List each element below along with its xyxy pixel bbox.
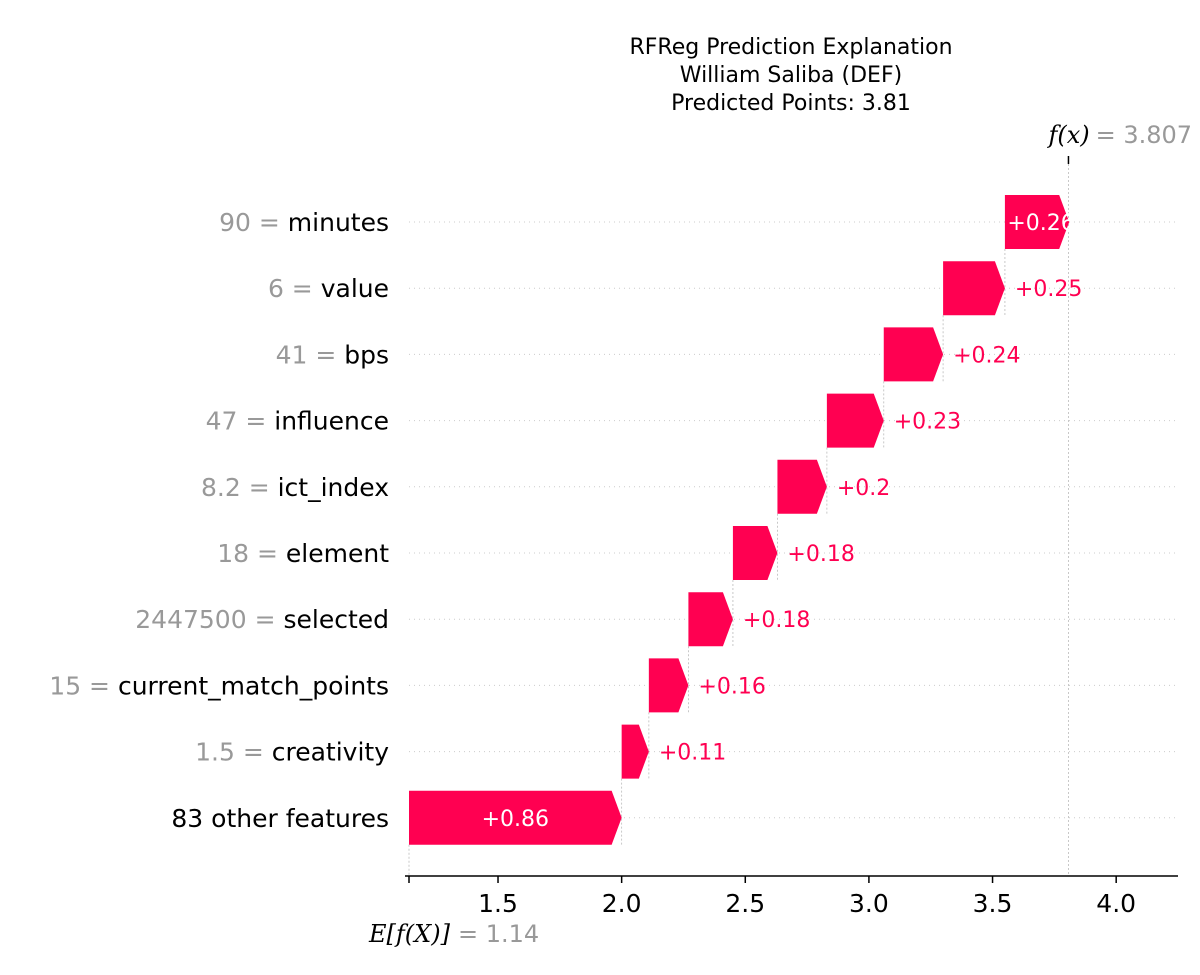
feature-value: 90 = bbox=[219, 208, 288, 237]
feature-value: 6 = bbox=[268, 274, 321, 303]
base-value-text: = 1.14 bbox=[458, 920, 539, 948]
bar-element bbox=[732, 526, 778, 580]
feature-label: 18 = element bbox=[217, 539, 389, 568]
feature-label: 1.5 = creativity bbox=[195, 738, 389, 767]
x-tick-label: 3.5 bbox=[973, 889, 1013, 918]
bar-connectors bbox=[408, 160, 1069, 876]
x-tick-label: 1.5 bbox=[478, 889, 518, 918]
bar-minutes bbox=[1004, 195, 1070, 249]
contribution-label: +0.2 bbox=[837, 476, 890, 501]
title-line-3: Predicted Points: 3.81 bbox=[671, 91, 911, 116]
output-value-annotation: f(x) = 3.807 bbox=[1046, 121, 1192, 149]
feature-label: 6 = value bbox=[268, 274, 389, 303]
contribution-label: +0.26 bbox=[1007, 211, 1074, 236]
x-tick-label: 2.5 bbox=[725, 889, 765, 918]
feature-name: 83 other features bbox=[171, 804, 389, 833]
bar-creativity bbox=[621, 724, 649, 779]
contribution-label: +0.86 bbox=[482, 807, 549, 832]
feature-label: 41 = bps bbox=[276, 340, 389, 369]
feature-name: bps bbox=[344, 340, 389, 369]
feature-name: current_match_points bbox=[118, 671, 389, 700]
row-gridlines bbox=[409, 221, 1178, 819]
contribution-label: +0.18 bbox=[787, 542, 854, 567]
base-label: E[f(X)] bbox=[368, 920, 451, 948]
feature-name: influence bbox=[274, 407, 389, 436]
contribution-bars bbox=[409, 195, 1070, 845]
feature-value: 15 = bbox=[49, 671, 118, 700]
feature-label: 2447500 = selected bbox=[135, 605, 389, 634]
bar-ict-index bbox=[777, 459, 827, 514]
feature-value: 47 = bbox=[206, 407, 275, 436]
bar-current-match-points bbox=[648, 658, 689, 713]
contribution-label: +0.23 bbox=[894, 410, 961, 435]
feature-label: 15 = current_match_points bbox=[49, 671, 389, 700]
title-line-1: RFReg Prediction Explanation bbox=[629, 35, 952, 60]
contribution-label: +0.11 bbox=[659, 741, 726, 766]
title-line-2: William Saliba (DEF) bbox=[680, 63, 902, 88]
x-axis: 1.5 2.0 2.5 3.0 3.5 4.0 bbox=[405, 156, 1178, 918]
feature-value: 41 = bbox=[276, 340, 345, 369]
bar-influence bbox=[826, 393, 884, 448]
x-tick-label: 3.0 bbox=[849, 889, 889, 918]
feature-name: ict_index bbox=[278, 473, 389, 502]
feature-label: 83 other features bbox=[171, 804, 389, 833]
feature-name: minutes bbox=[288, 208, 389, 237]
feature-name: creativity bbox=[272, 738, 389, 767]
bar-83-other-features bbox=[409, 790, 622, 845]
feature-value: 2447500 = bbox=[135, 605, 283, 634]
feature-labels: 90 = minutes 6 = value 41 = bps 47 = influe… bbox=[49, 208, 389, 833]
base-value-annotation: E[f(X)] = 1.14 bbox=[368, 920, 539, 948]
chart-title: RFReg Prediction Explanation William Sali… bbox=[629, 35, 952, 116]
feature-name: element bbox=[286, 539, 389, 568]
contribution-label: +0.24 bbox=[953, 343, 1020, 368]
bar-bps bbox=[883, 327, 944, 382]
x-tick-label: 2.0 bbox=[602, 889, 642, 918]
contribution-label: +0.18 bbox=[743, 608, 810, 633]
feature-value: 18 = bbox=[217, 539, 286, 568]
bar-value bbox=[943, 261, 1005, 316]
value-annotations: f(x) = 3.807 E[f(X)] = 1.14 bbox=[368, 121, 1192, 948]
contribution-labels: +0.26 +0.25 +0.24 +0.23 +0.2 +0.18 +0.18 +0.16 +… bbox=[482, 211, 1083, 832]
feature-label: 47 = influence bbox=[206, 407, 389, 436]
feature-label: 8.2 = ict_index bbox=[201, 473, 389, 502]
bar-selected bbox=[688, 592, 733, 647]
feature-label: 90 = minutes bbox=[219, 208, 389, 237]
contribution-label: +0.25 bbox=[1015, 277, 1082, 302]
feature-name: selected bbox=[283, 605, 389, 634]
feature-name: value bbox=[321, 274, 389, 303]
contribution-label: +0.16 bbox=[698, 674, 765, 699]
feature-value: 1.5 = bbox=[195, 738, 272, 767]
output-value-text: = 3.807 bbox=[1096, 121, 1192, 149]
feature-value: 8.2 = bbox=[201, 473, 278, 502]
x-tick-label: 4.0 bbox=[1096, 889, 1136, 918]
output-label: f(x) bbox=[1046, 121, 1089, 149]
